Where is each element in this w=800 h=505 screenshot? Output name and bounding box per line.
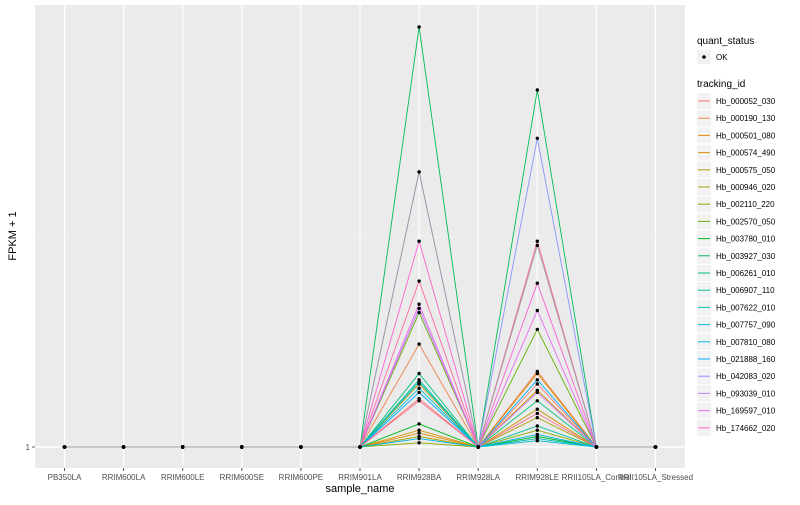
- data-point: [417, 431, 421, 435]
- data-point: [417, 25, 421, 29]
- data-point: [535, 407, 539, 411]
- legend-label-series: Hb_006907_110: [716, 286, 775, 295]
- data-point: [535, 88, 539, 92]
- data-point: [535, 308, 539, 313]
- data-point: [417, 310, 421, 315]
- data-point: [535, 239, 539, 243]
- legend-label-series: Hb_093039_010: [716, 389, 776, 398]
- x-tick-label: RRIM600SE: [220, 473, 264, 482]
- data-point: [417, 399, 421, 403]
- data-point: [535, 439, 539, 443]
- legend-title-quant-status: quant_status: [697, 36, 754, 47]
- data-point: [535, 382, 539, 386]
- data-point: [594, 445, 599, 449]
- data-point: [535, 411, 539, 416]
- legend-label-series: Hb_042083_020: [716, 372, 776, 381]
- data-point: [121, 445, 126, 449]
- data-point: [181, 445, 185, 449]
- data-point: [535, 378, 539, 382]
- legend-title-tracking-id: tracking_id: [697, 79, 745, 90]
- x-tick-label: RRII105LA_Stressed: [618, 473, 693, 482]
- data-point: [417, 390, 421, 395]
- x-tick-label: RRIM600PE: [279, 473, 323, 482]
- y-tick-label: 1: [26, 443, 31, 452]
- data-point: [62, 445, 67, 449]
- data-point: [417, 380, 421, 384]
- data-point: [417, 422, 421, 426]
- data-point: [358, 445, 362, 449]
- legend-label-quant: OK: [716, 53, 728, 62]
- data-point: [535, 136, 539, 140]
- data-point: [417, 436, 421, 441]
- legend-label-series: Hb_000946_020: [716, 183, 776, 192]
- data-point: [535, 428, 539, 432]
- data-point: [535, 281, 539, 285]
- legend-label-series: Hb_021888_160: [716, 355, 776, 364]
- legend-key-point: [702, 55, 706, 59]
- data-point: [417, 386, 421, 390]
- legend-label-series: Hb_006261_010: [716, 269, 776, 278]
- data-point: [417, 428, 421, 432]
- data-point: [240, 445, 244, 449]
- data-point: [299, 445, 303, 449]
- legend-label-series: Hb_007622_010: [716, 303, 776, 312]
- data-point: [535, 390, 539, 395]
- y-axis: 1: [26, 443, 35, 452]
- legend-label-series: Hb_007757_090: [716, 321, 776, 330]
- data-point: [535, 424, 539, 428]
- data-point: [535, 371, 539, 376]
- legend-label-series: Hb_174662_020: [716, 424, 776, 433]
- legend-label-series: Hb_007810_080: [716, 338, 776, 347]
- x-tick-label: RRIM928BA: [397, 473, 442, 482]
- x-tick-label: RRIM928LE: [515, 473, 559, 482]
- x-tick-label: RRIM928LA: [456, 473, 500, 482]
- data-point: [476, 445, 480, 449]
- x-tick-label: RRIM600LA: [102, 473, 146, 482]
- legend-label-series: Hb_000052_030: [716, 97, 776, 106]
- legend: quant_status OK tracking_id Hb_000052_030 Hb…: [697, 36, 776, 436]
- data-point: [417, 170, 421, 174]
- legend-label-series: Hb_000190_130: [716, 114, 776, 123]
- data-point: [653, 445, 658, 449]
- data-point: [417, 239, 421, 243]
- data-point: [417, 302, 421, 306]
- legend-label-series: Hb_169597_010: [716, 407, 776, 416]
- data-point: [535, 243, 539, 248]
- legend-label-series: Hb_000501_080: [716, 131, 776, 140]
- data-point: [417, 371, 421, 376]
- x-tick-label: RRII105LA_Control: [562, 473, 632, 482]
- legend-label-series: Hb_000575_050: [716, 166, 776, 175]
- x-tick-label: PB350LA: [48, 473, 82, 482]
- data-point: [417, 441, 421, 445]
- legend-label-series: Hb_002110_220: [716, 200, 775, 209]
- y-axis-title: FPKM + 1: [7, 211, 19, 260]
- data-point: [535, 415, 539, 420]
- legend-label-series: Hb_003780_010: [716, 235, 776, 244]
- data-point: [535, 327, 539, 332]
- data-point: [535, 399, 539, 403]
- legend-label-series: Hb_000574_490: [716, 149, 776, 158]
- data-points: [62, 25, 658, 449]
- x-axis-title: sample_name: [325, 483, 394, 495]
- legend-label-series: Hb_003927_030: [716, 252, 776, 261]
- x-axis: PB350LA RRIM600LA RRIM600LE RRIM600SE RRIM60…: [48, 468, 693, 482]
- x-tick-label: RRIM600LE: [161, 473, 205, 482]
- x-tick-label: RRIM901LA: [338, 473, 382, 482]
- data-point: [417, 306, 421, 311]
- data-point: [417, 279, 421, 283]
- data-point: [535, 432, 539, 437]
- legend-label-series: Hb_002570_050: [716, 217, 776, 226]
- data-point: [417, 342, 421, 346]
